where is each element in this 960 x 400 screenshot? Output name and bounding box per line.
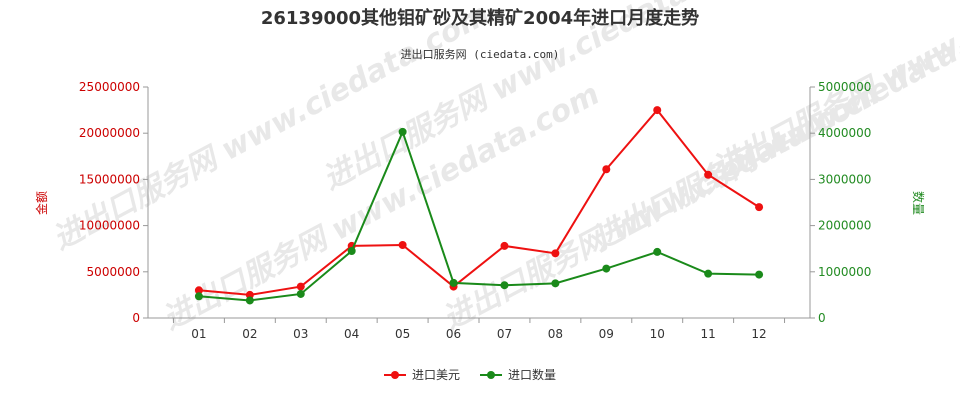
data-point bbox=[347, 247, 356, 256]
chart-title: 26139000其他钼矿砂及其精矿2004年进口月度走势 bbox=[261, 7, 699, 29]
left-tick-label: 20000000 bbox=[79, 126, 140, 140]
x-tick-label: 12 bbox=[751, 327, 766, 341]
x-tick-label: 08 bbox=[548, 327, 563, 341]
left-tick-label: 5000000 bbox=[87, 265, 140, 279]
data-point bbox=[653, 247, 662, 256]
right-tick-label: 1000000 bbox=[818, 265, 871, 279]
data-point bbox=[704, 170, 713, 179]
axes bbox=[143, 86, 815, 323]
x-tick-label: 09 bbox=[599, 327, 614, 341]
series-2 bbox=[194, 127, 764, 305]
data-point bbox=[194, 292, 203, 301]
x-tick-label: 07 bbox=[497, 327, 512, 341]
x-tick-label: 10 bbox=[650, 327, 665, 341]
legend-label: 进口美元 bbox=[412, 368, 460, 382]
right-tick-label: 2000000 bbox=[818, 219, 871, 233]
data-point bbox=[398, 241, 407, 250]
data-point bbox=[245, 290, 254, 299]
data-point bbox=[653, 106, 662, 115]
right-tick-label: 3000000 bbox=[818, 172, 871, 186]
legend-label: 进口数量 bbox=[508, 367, 556, 382]
left-tick-label: 0 bbox=[132, 311, 140, 325]
data-point bbox=[245, 296, 254, 305]
data-point bbox=[296, 289, 305, 298]
x-tick-label: 03 bbox=[293, 327, 308, 341]
data-point bbox=[551, 279, 560, 288]
legend-item: 进口数量 bbox=[480, 367, 556, 382]
data-point bbox=[755, 270, 764, 279]
tick-labels: 0500000010000000150000002000000025000000… bbox=[79, 80, 872, 341]
series-line bbox=[198, 129, 760, 302]
x-tick-label: 11 bbox=[701, 327, 716, 341]
data-point bbox=[296, 282, 305, 291]
data-point bbox=[500, 241, 509, 250]
x-tick-label: 04 bbox=[344, 327, 359, 341]
data-point bbox=[449, 278, 458, 287]
data-point bbox=[602, 264, 611, 273]
right-tick-label: 4000000 bbox=[818, 126, 871, 140]
x-tick-label: 02 bbox=[242, 327, 257, 341]
right-axis-label: 数量 bbox=[911, 191, 926, 215]
left-tick-label: 15000000 bbox=[79, 172, 140, 186]
left-axis-label: 金额 bbox=[34, 191, 49, 215]
data-point bbox=[755, 203, 764, 212]
left-tick-label: 25000000 bbox=[79, 80, 140, 94]
data-point bbox=[551, 249, 560, 258]
data-point bbox=[500, 281, 509, 290]
legend-marker bbox=[487, 371, 495, 379]
data-point bbox=[704, 269, 713, 278]
x-tick-label: 01 bbox=[191, 327, 206, 341]
legend-item: 进口美元 bbox=[384, 368, 460, 382]
legend: 进口美元 进口数量 bbox=[384, 367, 556, 382]
series-1 bbox=[194, 106, 764, 299]
right-tick-label: 5000000 bbox=[818, 80, 871, 94]
x-tick-label: 05 bbox=[395, 327, 410, 341]
data-point bbox=[602, 165, 611, 174]
x-tick-label: 06 bbox=[446, 327, 461, 341]
left-tick-label: 10000000 bbox=[79, 219, 140, 233]
legend-marker bbox=[391, 371, 399, 379]
data-point bbox=[194, 286, 203, 295]
data-point bbox=[398, 127, 407, 136]
chart-subtitle: 进出口服务网 (ciedata.com) bbox=[401, 47, 560, 61]
series-line bbox=[198, 108, 760, 296]
right-tick-label: 0 bbox=[818, 311, 826, 325]
series bbox=[194, 106, 764, 305]
